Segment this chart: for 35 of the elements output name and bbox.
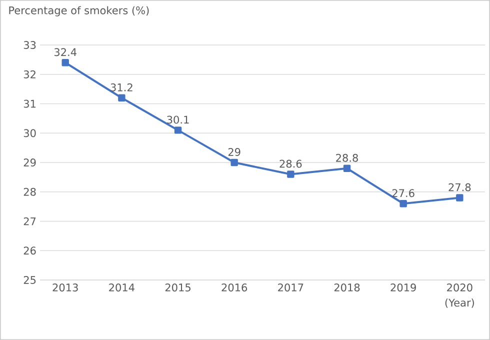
point — [230, 158, 238, 166]
x-tick-label: 2015 — [165, 284, 190, 292]
point — [456, 194, 464, 202]
x-tick-label: 2014 — [109, 284, 134, 292]
y-tick-label: 30 — [24, 129, 36, 138]
y-tick-label: 28 — [24, 188, 36, 196]
y-tick-label: 32 — [24, 70, 36, 78]
data-label: 30.1 — [167, 116, 189, 124]
y-tick-label: 29 — [24, 158, 36, 166]
data-label: 27.8 — [448, 183, 471, 192]
y-tick-label: 25 — [24, 276, 36, 284]
x-tick-label: 2019 — [390, 284, 416, 292]
x-tick-label: 2020 — [447, 284, 472, 292]
point — [62, 59, 69, 66]
point — [118, 94, 126, 102]
x-tick-label: 2017 — [278, 284, 304, 292]
data-label: 31.2 — [110, 83, 132, 92]
data-label: 32.4 — [54, 48, 76, 56]
data-label: 28.6 — [280, 160, 302, 168]
point — [174, 126, 182, 134]
data-label: 28.8 — [336, 154, 358, 162]
x-tick-label: 2016 — [222, 284, 248, 292]
x-axis-title: (Year) — [445, 298, 474, 308]
chart-title: Percentage of smokers (%) — [9, 6, 149, 16]
data-label: 29 — [228, 148, 240, 156]
point — [400, 200, 407, 208]
x-tick-label: 2018 — [334, 284, 360, 292]
point — [287, 170, 294, 178]
data-label: 27.6 — [392, 189, 414, 198]
y-tick-label: 26 — [24, 246, 36, 255]
y-tick-label: 31 — [24, 100, 36, 108]
y-tick-label: 33 — [24, 41, 36, 49]
point — [343, 164, 351, 172]
x-tick-label: 2013 — [52, 284, 78, 292]
y-tick-label: 27 — [24, 217, 36, 226]
